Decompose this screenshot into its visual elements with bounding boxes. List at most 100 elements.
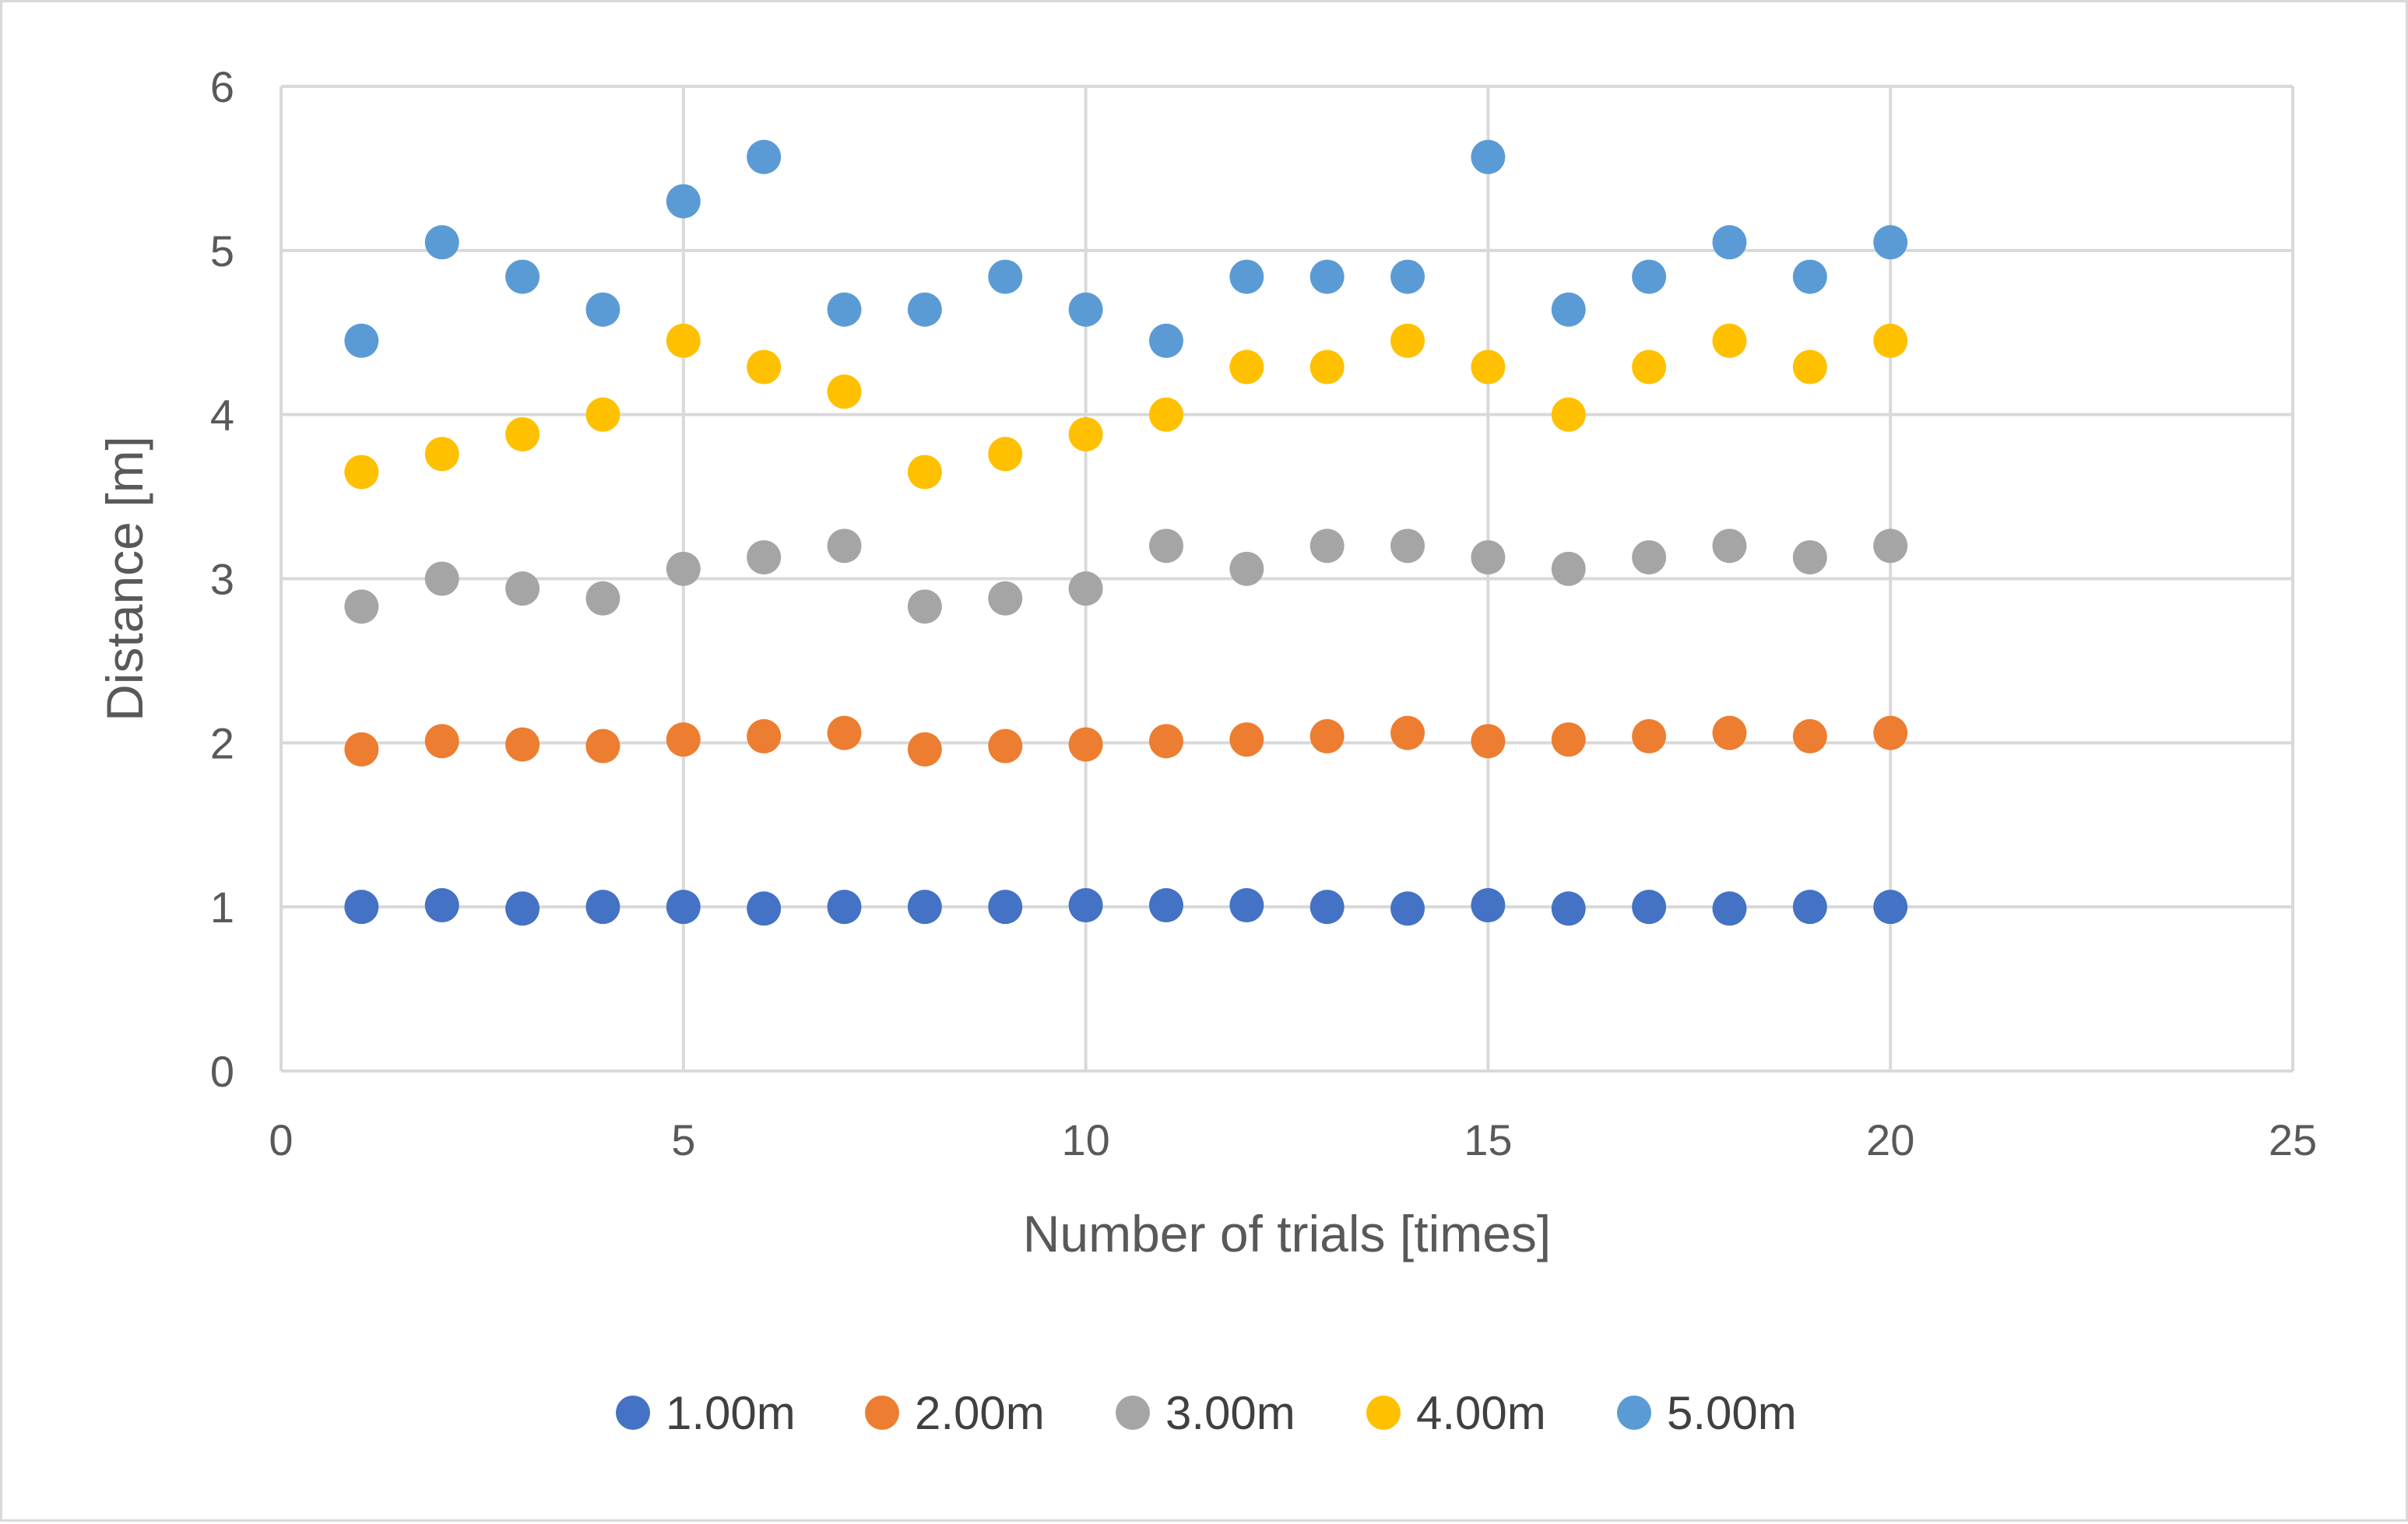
point-series-200m <box>1390 715 1425 750</box>
point-series-100m <box>1712 891 1747 926</box>
point-series-100m <box>827 890 862 925</box>
point-series-400m <box>988 437 1023 472</box>
point-series-500m <box>1471 139 1506 174</box>
point-series-200m <box>747 718 782 753</box>
y-axis-title: Distance [m] <box>96 436 153 722</box>
y-tick-label: 2 <box>210 718 234 767</box>
point-series-300m <box>505 571 540 606</box>
point-series-200m <box>505 727 540 762</box>
point-series-500m <box>1551 292 1586 327</box>
point-series-300m <box>1712 528 1747 564</box>
point-series-500m <box>1068 292 1103 327</box>
point-series-200m <box>1551 722 1586 757</box>
point-series-300m <box>1471 540 1506 575</box>
point-series-500m <box>505 259 540 294</box>
x-tick-label: 10 <box>1061 1115 1109 1164</box>
point-series-200m <box>1309 718 1345 753</box>
point-series-100m <box>505 891 540 926</box>
point-series-400m <box>907 455 942 490</box>
point-series-300m <box>1390 528 1425 564</box>
y-tick-label: 1 <box>210 883 234 932</box>
point-series-100m <box>585 890 620 925</box>
point-series-200m <box>424 724 459 759</box>
point-series-300m <box>666 551 701 586</box>
point-series-300m <box>1068 571 1103 606</box>
point-series-100m <box>1068 888 1103 923</box>
point-series-500m <box>1873 225 1908 260</box>
y-tick-label: 3 <box>210 555 234 604</box>
point-series-400m <box>1229 349 1264 385</box>
point-series-300m <box>1309 528 1345 564</box>
point-series-100m <box>747 891 782 926</box>
point-series-100m <box>1229 888 1264 923</box>
point-series-400m <box>1792 349 1827 385</box>
point-series-200m <box>1471 724 1506 759</box>
point-series-400m <box>666 323 701 358</box>
point-series-300m <box>1792 540 1827 575</box>
x-tick-label: 15 <box>1464 1115 1512 1164</box>
point-series-100m <box>1632 890 1667 925</box>
point-series-100m <box>1309 890 1345 925</box>
point-series-300m <box>988 581 1023 616</box>
y-tick-label: 4 <box>210 391 234 440</box>
point-series-100m <box>907 890 942 925</box>
point-series-200m <box>1632 718 1667 753</box>
point-series-500m <box>1792 259 1827 294</box>
point-series-200m <box>1712 715 1747 750</box>
point-series-500m <box>666 184 701 219</box>
point-series-100m <box>1551 891 1586 926</box>
point-series-200m <box>907 732 942 767</box>
point-series-200m <box>344 732 379 767</box>
point-series-500m <box>988 259 1023 294</box>
y-tick-label: 5 <box>210 226 234 276</box>
point-series-400m <box>1471 349 1506 385</box>
tick-labels: 0 1 2 3 4 5 6 0 5 10 15 20 25 <box>210 62 2317 1164</box>
point-series-300m <box>424 561 459 596</box>
point-series-300m <box>827 528 862 564</box>
legend-label: 2.00m <box>915 1387 1045 1439</box>
legend-marker <box>616 1396 650 1430</box>
point-series-400m <box>1632 349 1667 385</box>
point-series-400m <box>827 374 862 409</box>
point-series-400m <box>1390 323 1425 358</box>
point-series-400m <box>505 416 540 451</box>
point-series-100m <box>988 890 1023 925</box>
point-series-500m <box>1309 259 1345 294</box>
point-series-100m <box>424 888 459 923</box>
legend: 1.00m 2.00m 3.00m 4.00m 5.00m <box>616 1387 1797 1439</box>
point-series-400m <box>344 455 379 490</box>
legend-label: 3.00m <box>1165 1387 1295 1439</box>
point-series-200m <box>1229 722 1264 757</box>
legend-marker <box>1116 1396 1150 1430</box>
point-series-100m <box>666 890 701 925</box>
gridlines <box>279 85 2294 1073</box>
point-series-100m <box>344 890 379 925</box>
legend-label: 1.00m <box>666 1387 796 1439</box>
point-series-100m <box>1148 888 1183 923</box>
point-series-400m <box>585 397 620 432</box>
point-series-200m <box>1148 724 1183 759</box>
point-series-400m <box>1712 323 1747 358</box>
legend-marker <box>1366 1396 1401 1430</box>
legend-label: 4.00m <box>1416 1387 1546 1439</box>
point-series-500m <box>1632 259 1667 294</box>
point-series-500m <box>1229 259 1264 294</box>
data-points <box>344 139 1908 926</box>
point-series-200m <box>1792 718 1827 753</box>
point-series-300m <box>907 589 942 624</box>
point-series-100m <box>1873 890 1908 925</box>
point-series-500m <box>585 292 620 327</box>
point-series-200m <box>988 729 1023 764</box>
point-series-100m <box>1792 890 1827 925</box>
legend-marker <box>865 1396 899 1430</box>
point-series-400m <box>1068 416 1103 451</box>
x-tick-label: 5 <box>671 1115 695 1164</box>
point-series-300m <box>585 581 620 616</box>
point-series-300m <box>1229 551 1264 586</box>
point-series-200m <box>1068 727 1103 762</box>
point-series-500m <box>1148 323 1183 358</box>
point-series-400m <box>1551 397 1586 432</box>
point-series-200m <box>1873 715 1908 750</box>
